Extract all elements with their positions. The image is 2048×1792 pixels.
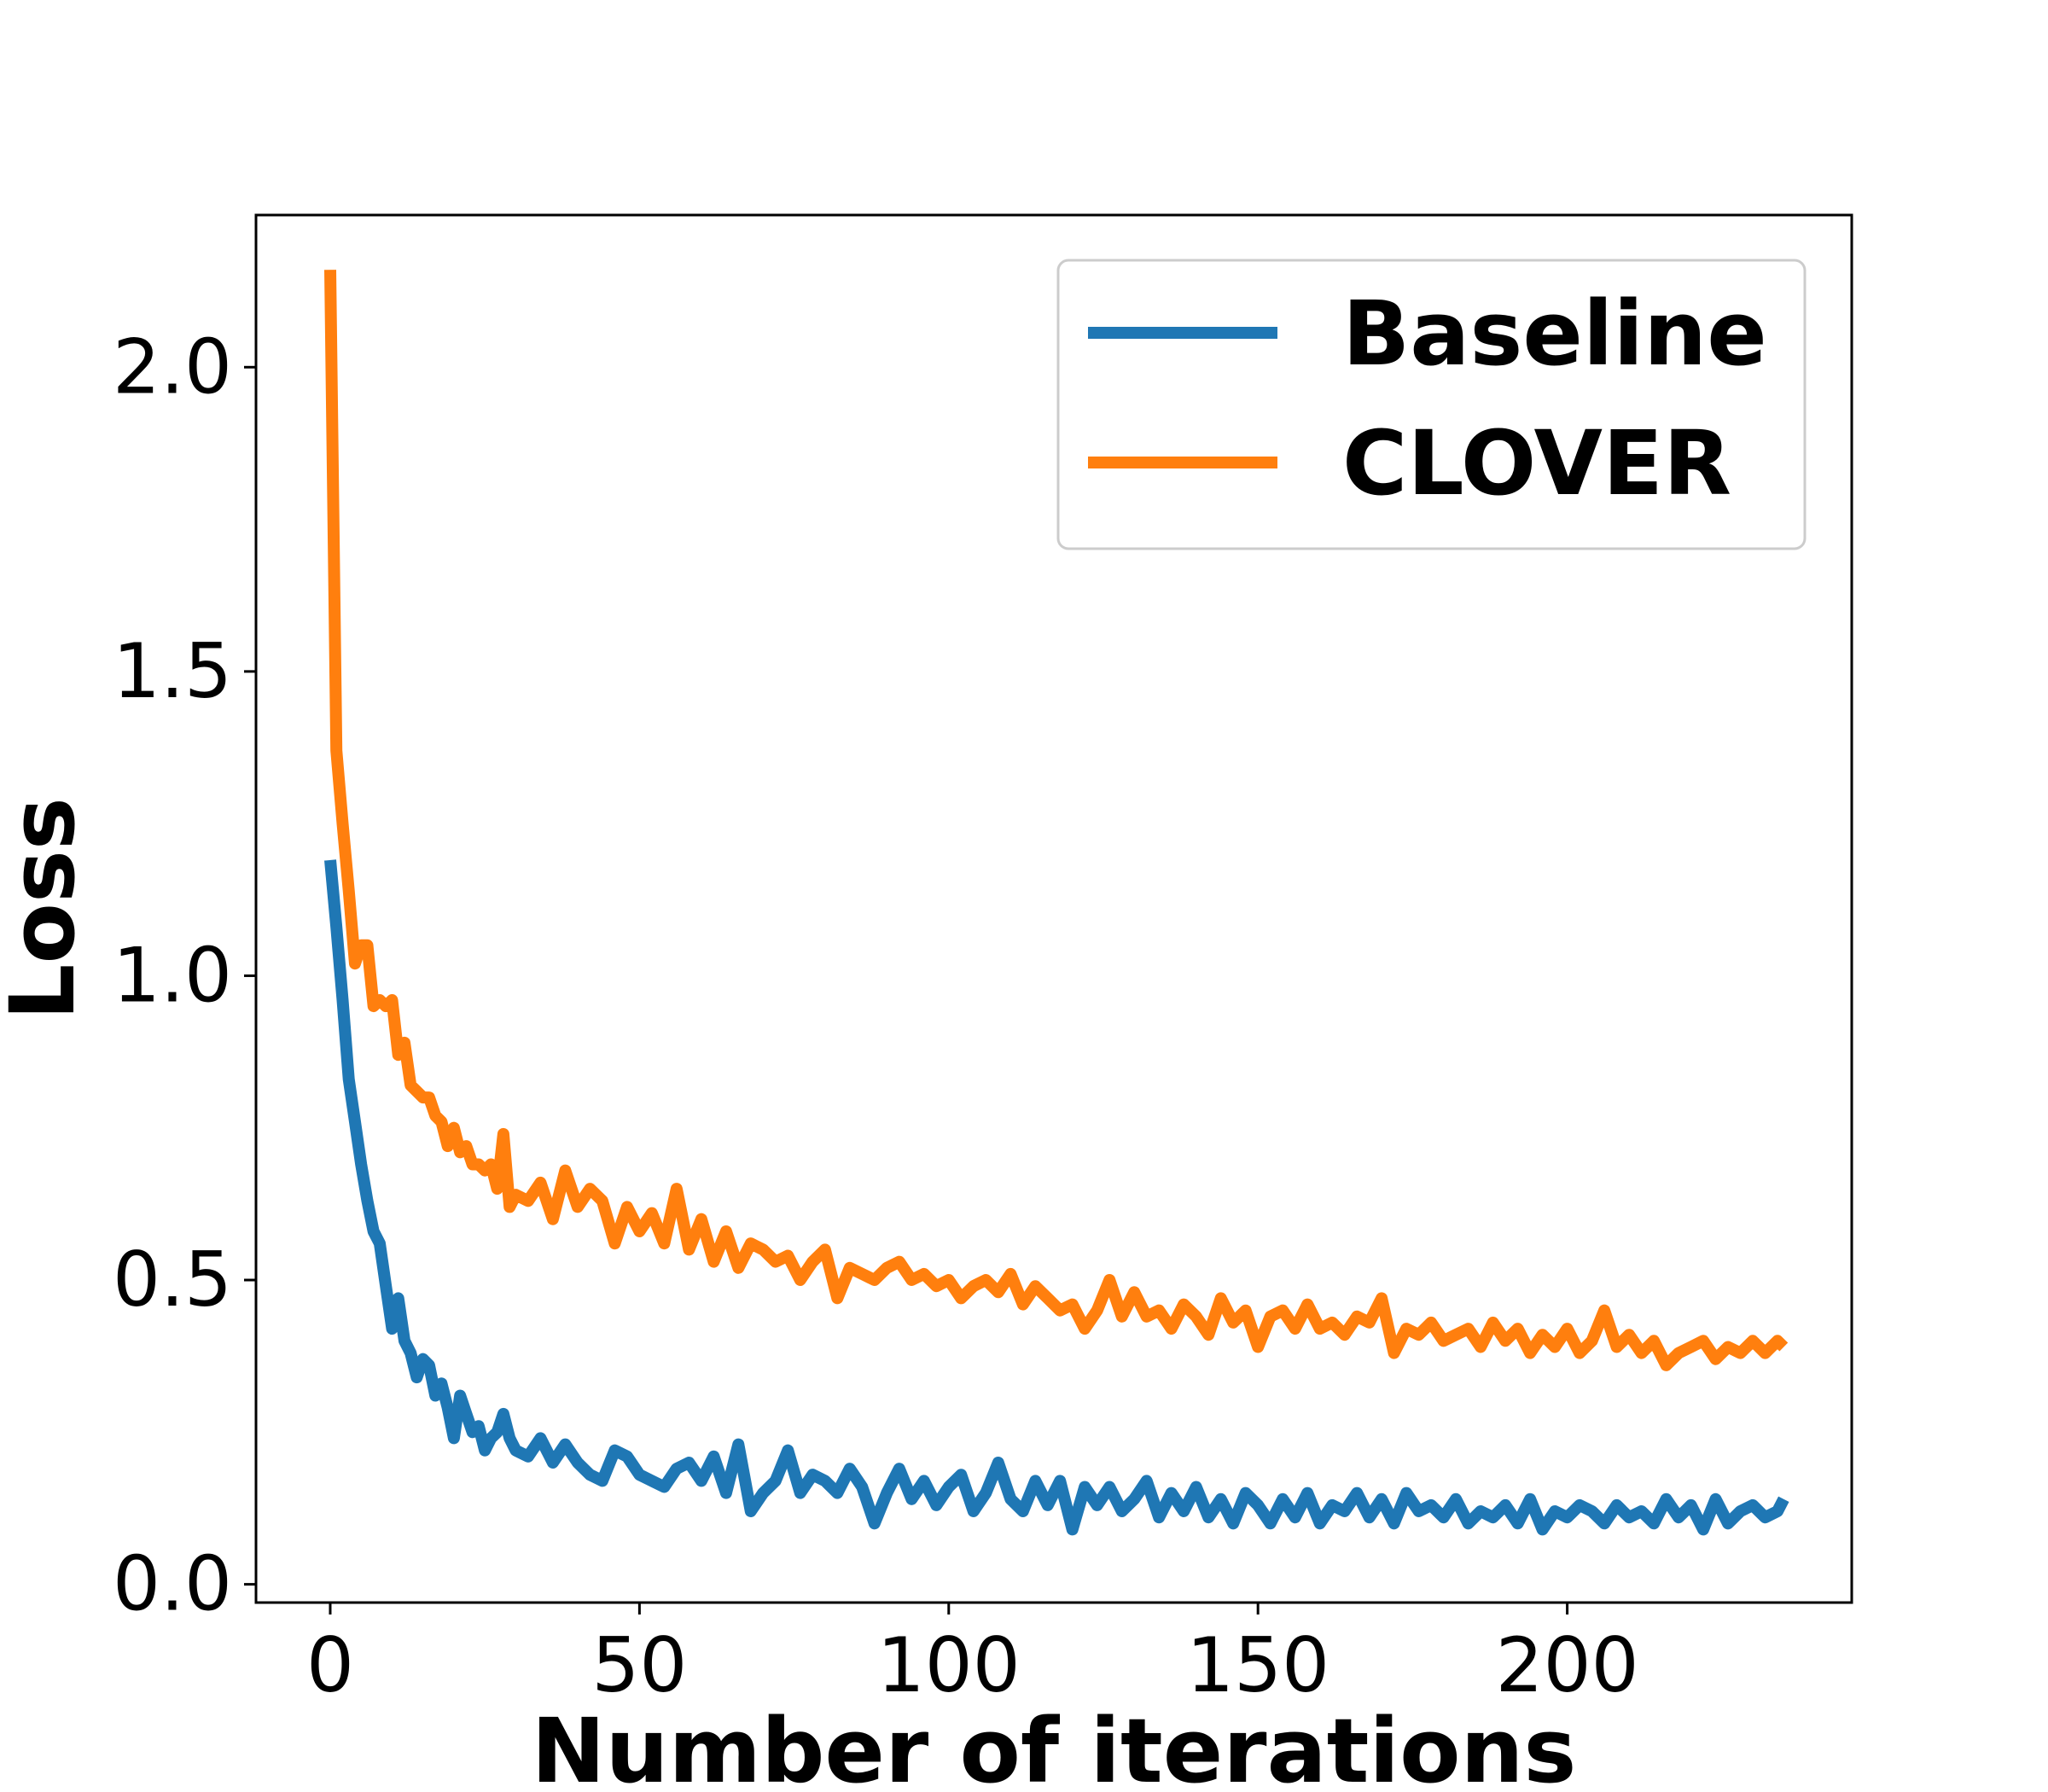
y-axis: 0.0 0.5 1.0 1.5 2.0	[113, 323, 256, 1628]
legend-label-baseline: Baseline	[1342, 282, 1767, 386]
y-tick-label: 0.0	[113, 1540, 232, 1628]
plot-frame	[254, 213, 1853, 1604]
x-axis-title: Number of iterations	[532, 1699, 1577, 1792]
x-tick-label: 150	[1186, 1621, 1329, 1709]
legend: Baseline CLOVER	[1056, 259, 1807, 550]
x-tick-label: 50	[591, 1621, 687, 1709]
x-axis: 0 50 100 150 200	[306, 1603, 1639, 1709]
y-tick-label: 2.0	[113, 323, 232, 410]
legend-label-clover: CLOVER	[1342, 411, 1731, 515]
series-line-baseline	[324, 859, 1789, 1536]
y-tick-label: 1.0	[113, 931, 232, 1019]
x-tick-label: 0	[306, 1621, 354, 1709]
x-tick-label: 100	[877, 1621, 1021, 1709]
series-layer	[324, 270, 1789, 1536]
series-line-clover	[324, 270, 1789, 1371]
y-tick-label: 0.5	[113, 1236, 232, 1324]
y-tick-label: 1.5	[113, 627, 232, 715]
y-axis-title: Loss	[0, 797, 95, 1021]
x-tick-label: 200	[1496, 1621, 1639, 1709]
